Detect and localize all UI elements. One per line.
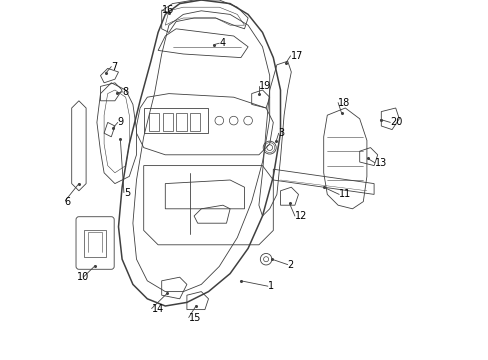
Bar [149, 113, 159, 131]
Bar [163, 113, 172, 131]
Text: 16: 16 [162, 5, 174, 15]
Text: 10: 10 [77, 272, 89, 282]
Text: 18: 18 [337, 98, 349, 108]
Text: 3: 3 [278, 128, 284, 138]
Text: 2: 2 [287, 260, 293, 270]
Text: 19: 19 [258, 81, 270, 91]
Text: 7: 7 [111, 62, 117, 72]
Bar [176, 113, 186, 131]
Text: 6: 6 [64, 197, 70, 207]
Text: 5: 5 [123, 188, 130, 198]
Bar [84, 230, 106, 257]
Text: 9: 9 [118, 117, 123, 127]
Text: 15: 15 [188, 312, 201, 323]
Text: 1: 1 [267, 281, 273, 291]
Text: 4: 4 [219, 38, 225, 48]
Text: 13: 13 [374, 158, 386, 168]
Text: 17: 17 [290, 51, 303, 61]
Text: 12: 12 [294, 211, 306, 221]
Text: 14: 14 [151, 303, 163, 314]
Text: 20: 20 [389, 117, 402, 127]
Bar [190, 113, 200, 131]
Text: 11: 11 [339, 189, 351, 199]
Text: 8: 8 [122, 87, 129, 97]
